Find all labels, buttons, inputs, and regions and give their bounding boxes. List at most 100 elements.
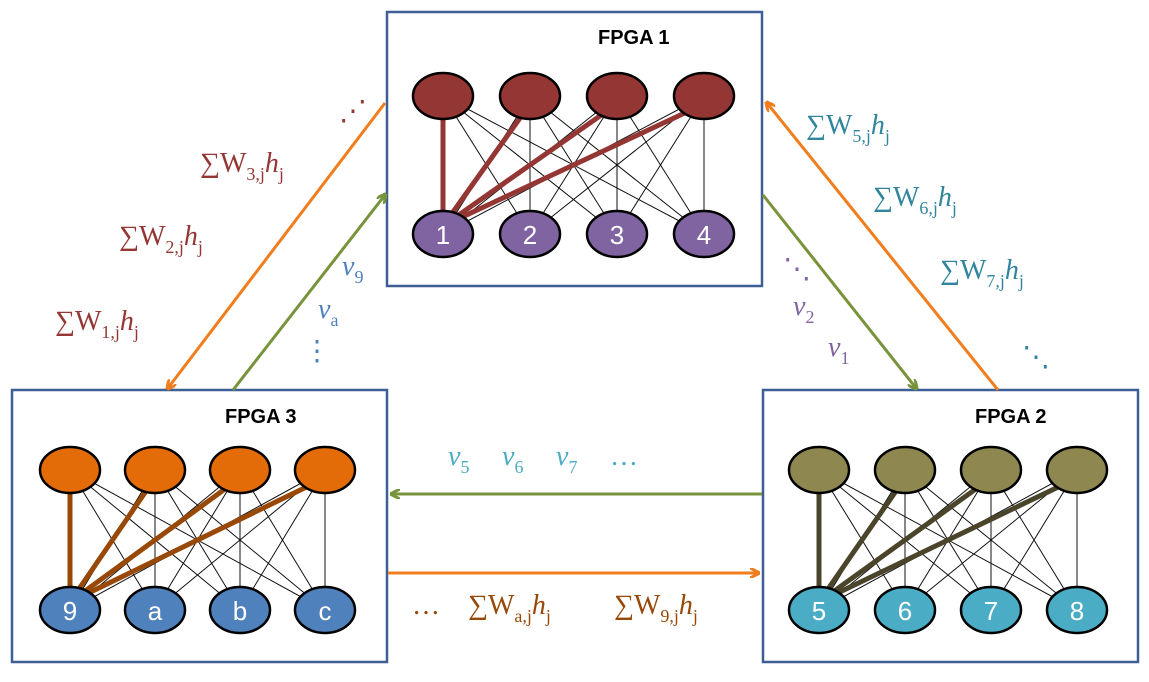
visible-node <box>672 209 736 259</box>
edge <box>239 469 326 611</box>
fpga2-bipartite-graph: 5 6 7 8 <box>787 445 1109 635</box>
highlighted-edge <box>68 475 327 605</box>
highlighted-edge <box>816 476 908 604</box>
edge <box>990 469 1078 611</box>
svg-text:va: va <box>318 294 338 330</box>
hidden-node <box>38 445 102 495</box>
svg-text:v2: v2 <box>793 291 814 327</box>
fpga2-title: FPGA 2 <box>975 406 1047 428</box>
highlighted-edge <box>441 101 619 229</box>
visible-node <box>208 585 272 635</box>
visible-node <box>498 209 562 259</box>
sum-symbol: ∑W <box>200 148 247 179</box>
visible-node-label: 9 <box>63 596 77 626</box>
fpga3-bipartite-graph: 9 a b c <box>38 445 357 635</box>
hidden-node <box>585 71 649 121</box>
v-label-v9: v9 <box>342 251 363 287</box>
h-subscript: j <box>278 164 284 184</box>
visible-node-label: 3 <box>610 220 624 250</box>
h-symbol: h <box>265 148 279 179</box>
v-right-dots: ⋱ <box>783 254 811 285</box>
arrow-fpga1-to-fpga3 <box>168 102 387 388</box>
sum-label-w9: ∑W9,jhj <box>614 590 698 626</box>
v-left-dots: ⋮ <box>303 336 331 367</box>
highlighted-edge <box>817 475 1079 605</box>
arrow-fpga1-to-fpga2 <box>761 194 916 388</box>
hidden-node <box>1045 445 1109 495</box>
fpga3-box: FPGA 3 9 a b c <box>10 388 389 664</box>
svg-text:∑W1,jhj: ∑W1,jhj <box>55 306 139 342</box>
fpga2-box: FPGA 2 5 6 7 8 <box>761 388 1140 664</box>
visible-node-label: 8 <box>1070 596 1084 626</box>
left-sum-dots: ⋰ <box>339 96 367 127</box>
v-label-v5: v5 <box>448 441 469 477</box>
svg-text:∑W6,jhj: ∑W6,jhj <box>873 182 957 218</box>
visible-node <box>787 585 851 635</box>
visible-node-label: 1 <box>436 220 450 250</box>
svg-text:∑W2,jhj: ∑W2,jhj <box>119 221 203 257</box>
v-label-va: va <box>318 294 338 330</box>
fpga1-box: FPGA 1 1 2 3 4 <box>385 10 764 288</box>
visible-node-label: 7 <box>984 596 998 626</box>
svg-text:v7: v7 <box>556 441 577 477</box>
hidden-node <box>873 445 937 495</box>
arrow-fpga2-to-fpga1 <box>767 103 1000 391</box>
hidden-node <box>672 71 736 121</box>
hidden-node <box>959 445 1023 495</box>
v-label-v2: v2 <box>793 291 814 327</box>
hidden-node <box>787 445 851 495</box>
visible-node-label: b <box>233 596 247 626</box>
sum-label-w2: ∑W2,jhj <box>119 221 203 257</box>
sum-label-w6: ∑W6,jhj <box>873 182 957 218</box>
svg-text:v1: v1 <box>828 332 849 368</box>
sum-label-w5: ∑W5,jhj <box>806 110 890 146</box>
visible-node <box>585 209 649 259</box>
visible-node-label: 2 <box>523 220 537 250</box>
bottom-v-dots: … <box>610 441 638 472</box>
hidden-node <box>293 445 357 495</box>
visible-node <box>293 585 357 635</box>
hidden-node <box>208 445 272 495</box>
sum-subscript: 3,j <box>246 164 265 184</box>
hidden-node <box>498 71 562 121</box>
right-sum-dots: ⋱ <box>1022 342 1050 373</box>
svg-text:v5: v5 <box>448 441 469 477</box>
fpga1-bipartite-graph: 1 2 3 4 <box>411 71 736 259</box>
visible-node <box>1045 585 1109 635</box>
svg-text:∑W7,jhj: ∑W7,jhj <box>940 255 1024 291</box>
sum-label-w7: ∑W7,jhj <box>940 255 1024 291</box>
fpga1-title: FPGA 1 <box>598 27 670 49</box>
visible-node <box>959 585 1023 635</box>
highlighted-edge <box>68 475 242 605</box>
v-label-v6: v6 <box>502 441 523 477</box>
svg-text:∑Wa,jhj: ∑Wa,jhj <box>468 590 551 626</box>
visible-node-label: 5 <box>812 596 826 626</box>
v-label-v7: v7 <box>556 441 577 477</box>
visible-node <box>38 585 102 635</box>
highlighted-edge <box>817 475 993 605</box>
svg-text:∑W3,jhj: ∑W3,jhj <box>200 148 284 184</box>
visible-node-label: 6 <box>898 596 912 626</box>
highlighted-edge <box>67 476 158 604</box>
visible-node-label: c <box>319 596 332 626</box>
svg-text:∑W9,jhj: ∑W9,jhj <box>614 590 698 626</box>
sum-label-w1: ∑W1,jhj <box>55 306 139 342</box>
highlighted-edge <box>441 101 706 229</box>
svg-text:v9: v9 <box>342 251 363 287</box>
visible-node-label: a <box>148 596 163 626</box>
bottom-sum-dots: … <box>412 590 440 621</box>
edge <box>616 95 705 235</box>
visible-node-label: 4 <box>697 220 711 250</box>
sum-label-w3: ∑W3,jhj <box>200 148 284 184</box>
svg-text:v6: v6 <box>502 441 523 477</box>
svg-text:∑W5,jhj: ∑W5,jhj <box>806 110 890 146</box>
visible-node <box>411 209 475 259</box>
visible-node <box>123 585 187 635</box>
sum-label-wa: ∑Wa,jhj <box>468 590 551 626</box>
hidden-node <box>411 71 475 121</box>
v-label-v1: v1 <box>828 332 849 368</box>
arrow-fpga3-to-fpga1 <box>231 195 385 391</box>
visible-node <box>873 585 937 635</box>
hidden-node <box>123 445 187 495</box>
